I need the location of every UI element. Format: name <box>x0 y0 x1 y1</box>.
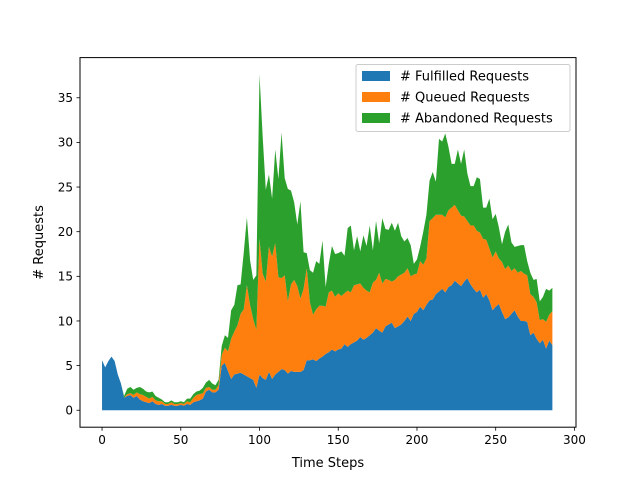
legend-label: # Queued Requests <box>400 91 530 106</box>
y-tick-label: 0 <box>65 404 73 418</box>
legend-items: # Fulfilled Requests # Queued Requests # A… <box>362 70 553 127</box>
y-tick-label: 30 <box>58 136 73 150</box>
x-axis-label: Time Steps <box>291 456 365 471</box>
x-axis-ticks: 0 50 100 150 200 250 300 <box>98 427 586 447</box>
y-axis-label: # Requests <box>32 205 47 280</box>
legend-swatch <box>362 71 390 81</box>
plot-frame <box>79 57 577 428</box>
y-tick-label: 35 <box>58 91 73 105</box>
legend-label: # Abandoned Requests <box>400 112 553 127</box>
area-series-2 <box>102 204 553 406</box>
y-tick-label: 20 <box>58 225 73 239</box>
x-tick-label: 0 <box>98 433 106 447</box>
legend-swatch <box>362 92 390 102</box>
area-series-3 <box>102 74 553 404</box>
x-tick-label: 50 <box>173 433 188 447</box>
y-tick-label: 5 <box>65 359 73 373</box>
legend-swatch <box>362 113 390 123</box>
y-tick-label: 15 <box>58 270 73 284</box>
x-tick-label: 200 <box>406 433 429 447</box>
x-tick-label: 250 <box>484 433 507 447</box>
x-tick-label: 300 <box>563 433 586 447</box>
legend-frame <box>355 64 571 132</box>
x-tick-label: 150 <box>327 433 350 447</box>
legend: # Fulfilled Requests # Queued Requests # A… <box>355 64 571 132</box>
area-series-layer <box>102 74 553 411</box>
y-tick-label: 25 <box>58 180 73 194</box>
y-axis-ticks: 0 5 10 15 20 25 30 35 <box>58 91 80 418</box>
x-tick-label: 100 <box>248 433 271 447</box>
area-series-1 <box>102 278 553 411</box>
y-tick-label: 10 <box>58 314 73 328</box>
legend-label: # Fulfilled Requests <box>400 70 529 85</box>
